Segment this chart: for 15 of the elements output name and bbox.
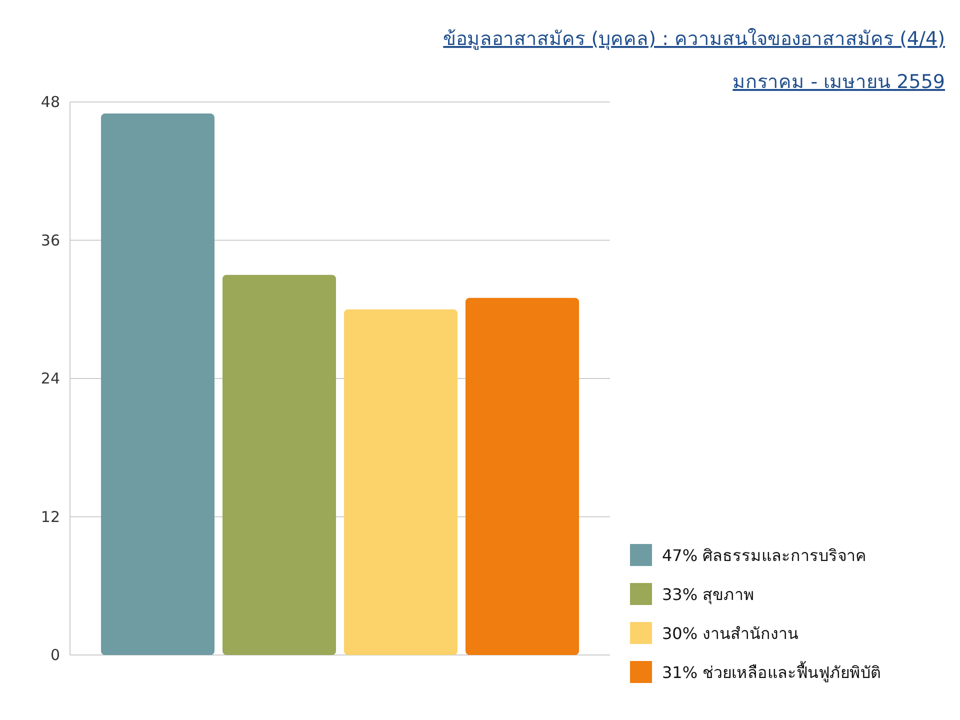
y-tick-label: 36 (40, 231, 60, 250)
legend-label: 31% ช่วยเหลือและฟื้นฟูภัยพิบัติ (662, 661, 881, 683)
y-tick-label: 24 (40, 370, 60, 388)
legend-label: 30% งานสำนักงาน (662, 624, 799, 643)
bar (466, 298, 579, 655)
legend-label: 47% ศิลธรรมและการบริจาค (662, 546, 867, 565)
text: มกราคม - เมษายน 2559 (732, 71, 945, 93)
y-tick-label: 48 (40, 93, 60, 111)
bar (222, 274, 336, 655)
bar (344, 309, 458, 655)
text: ข้อมูลอาสาสมัคร (บุคคล) : ความสนใจของอาสาสมัคร (4/4) (443, 28, 945, 51)
legend-label: 33% สุขภาพ (662, 585, 755, 605)
bar (101, 114, 214, 655)
y-tick-label: 12 (40, 508, 60, 526)
y-tick-label: 0 (50, 646, 60, 664)
